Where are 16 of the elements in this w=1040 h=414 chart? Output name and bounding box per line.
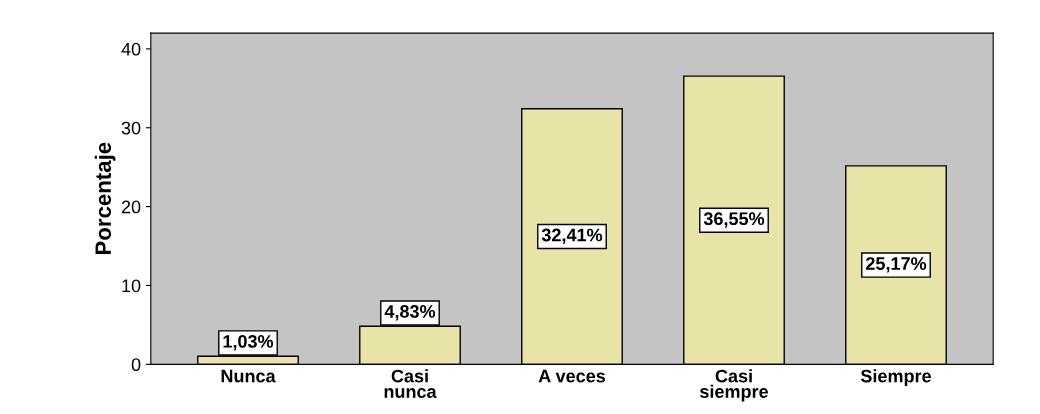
y-tick-label: 20 [121,200,141,214]
y-tick-label: 10 [122,279,141,293]
x-tick-label: Nunca [221,369,276,383]
data-label: 32,41% [541,228,603,244]
y-axis-title: Porcentaje [94,142,116,255]
data-label: 25,17% [866,257,927,273]
data-label: 1,03% [223,335,274,351]
y-tick-label: 30 [121,121,141,135]
y-tick-label: 40 [121,42,141,56]
data-label: 36,55% [703,212,765,228]
data-label: 4,83% [384,305,436,321]
x-tick-label: Casi nunca [384,369,437,398]
y-tick-label: 0 [131,358,141,372]
x-tick-label: Siempre [860,369,932,387]
x-tick-label: Casi siempre [700,369,769,402]
x-tick-label: A veces [538,369,606,383]
